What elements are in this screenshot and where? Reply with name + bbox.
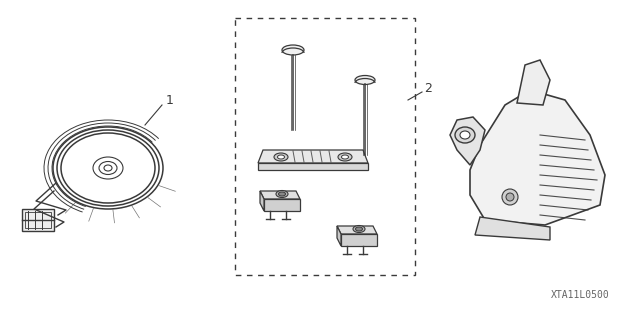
Polygon shape (470, 90, 605, 225)
Ellipse shape (276, 190, 288, 197)
Polygon shape (260, 191, 264, 211)
Polygon shape (258, 163, 368, 170)
Ellipse shape (355, 76, 375, 85)
Ellipse shape (278, 155, 285, 159)
Ellipse shape (355, 227, 362, 231)
Ellipse shape (338, 153, 352, 161)
Ellipse shape (274, 153, 288, 161)
Bar (25, 212, 51, 228)
Circle shape (502, 189, 518, 205)
Ellipse shape (278, 192, 285, 196)
Polygon shape (341, 234, 377, 246)
Polygon shape (337, 226, 341, 246)
Ellipse shape (460, 131, 470, 139)
Polygon shape (337, 226, 377, 234)
Polygon shape (450, 117, 485, 165)
Ellipse shape (282, 45, 304, 55)
Text: 2: 2 (424, 81, 432, 94)
Circle shape (506, 193, 514, 201)
Polygon shape (258, 150, 368, 163)
Polygon shape (475, 217, 550, 240)
Bar (22, 209, 54, 231)
Ellipse shape (342, 155, 349, 159)
Polygon shape (264, 199, 300, 211)
Bar (235, 18, 415, 275)
Ellipse shape (455, 127, 475, 143)
Polygon shape (260, 191, 300, 199)
Polygon shape (517, 60, 550, 105)
Text: 1: 1 (166, 93, 174, 107)
Ellipse shape (353, 226, 365, 233)
Text: XTA11L0500: XTA11L0500 (551, 290, 610, 300)
